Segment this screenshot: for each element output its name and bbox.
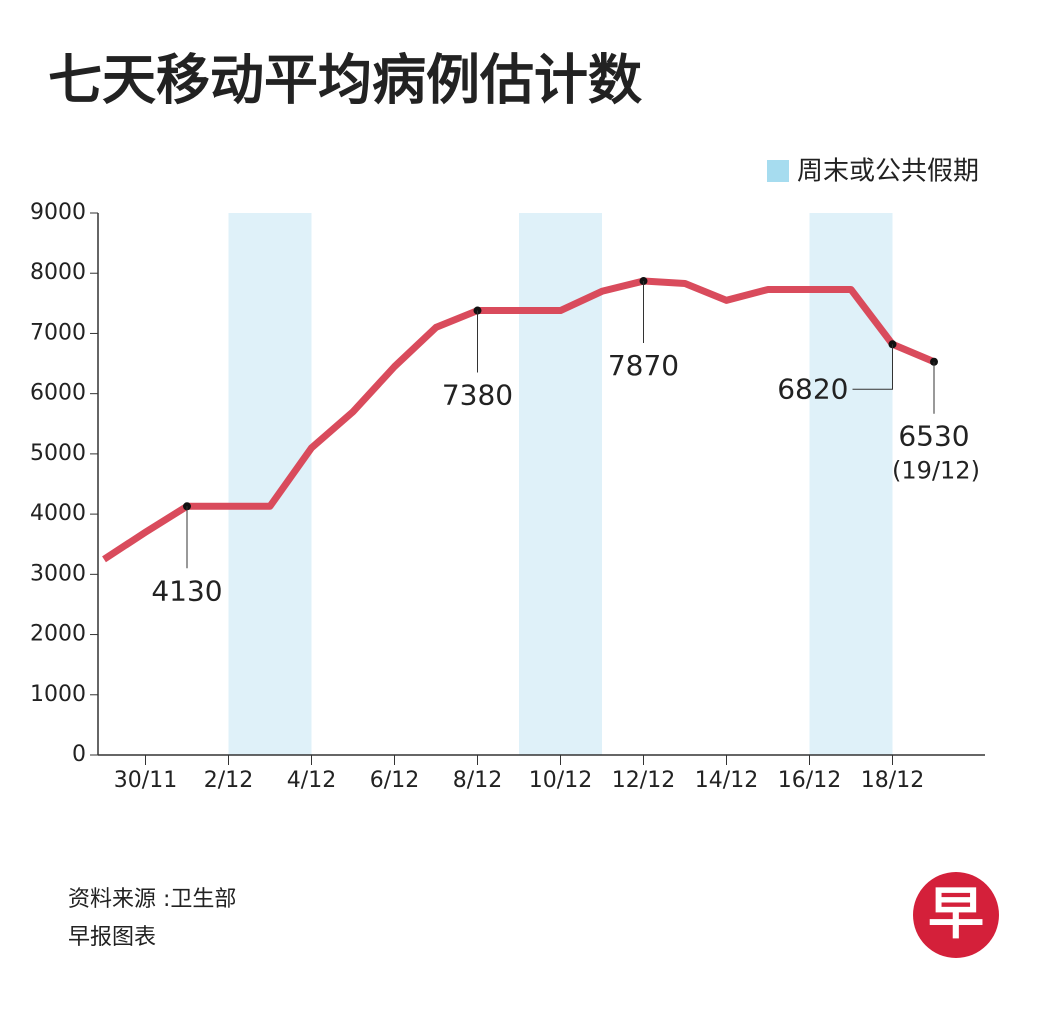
x-tick-label: 16/12 (778, 768, 841, 793)
chart-title: 七天移动平均病例估计数 (48, 49, 642, 112)
value-label: 6530 (898, 420, 969, 453)
y-tick-label: 6000 (30, 381, 86, 406)
value-label: 7870 (608, 349, 679, 382)
y-tick-label: 8000 (30, 260, 86, 285)
y-tick-label: 3000 (30, 561, 86, 586)
legend-label: 周末或公共假期 (797, 157, 979, 187)
line (102, 277, 936, 563)
x-tick-label: 14/12 (695, 768, 758, 793)
x-tick-label: 4/12 (287, 768, 336, 793)
logo-circle (913, 872, 999, 958)
legend-swatch (767, 160, 789, 182)
logo: 早 (928, 882, 984, 947)
shaded-band (809, 213, 851, 755)
value-label: 4130 (151, 574, 222, 607)
x-tick-label: 8/12 (453, 768, 502, 793)
x-tick-label: 30/11 (114, 768, 177, 793)
end-note: (19/12) (892, 457, 980, 485)
value-label: 7380 (442, 379, 513, 412)
y-tick-label: 0 (72, 742, 86, 767)
x-tick-label: 10/12 (529, 768, 592, 793)
source: 资料来源 :卫生部 (68, 887, 236, 912)
shaded-band (228, 213, 270, 755)
x-tick-label: 18/12 (861, 768, 924, 793)
shaded-band (270, 213, 312, 755)
credit: 早报图表 (68, 925, 156, 950)
y-tick-label: 2000 (30, 622, 86, 647)
y-tick-label: 7000 (30, 320, 86, 345)
x-tick-label: 12/12 (612, 768, 675, 793)
y-tick-label: 1000 (30, 682, 86, 707)
y-tick-label: 4000 (30, 501, 86, 526)
value-label: 6820 (777, 372, 848, 405)
x-tick-label: 2/12 (204, 768, 253, 793)
y-tick-label: 9000 (30, 200, 86, 225)
y-tick-label: 5000 (30, 441, 86, 466)
x-tick-label: 6/12 (370, 768, 419, 793)
shaded-band (519, 213, 561, 755)
leader (852, 344, 893, 390)
